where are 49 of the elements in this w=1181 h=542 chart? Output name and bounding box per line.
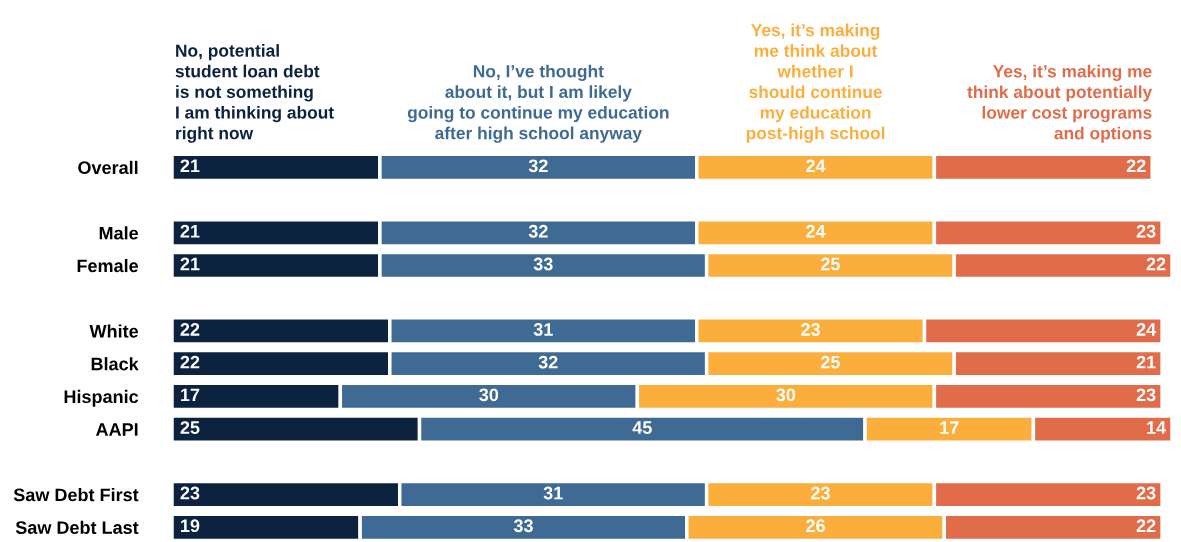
data-label: 23 xyxy=(1136,486,1156,500)
data-label: 22 xyxy=(1126,159,1146,173)
data-label: 30 xyxy=(776,388,796,402)
data-label: 17 xyxy=(181,388,200,402)
y-tick-label: Hispanic xyxy=(64,389,139,407)
data-label: 25 xyxy=(180,421,200,434)
data-label: 23 xyxy=(1136,388,1156,402)
data-label: 24 xyxy=(806,224,826,238)
data-label: 33 xyxy=(533,257,553,271)
series-label: Yes, it’s making me think about whether I should continue my education post-high school xyxy=(746,23,885,143)
data-label: 23 xyxy=(811,486,830,500)
data-label: 32 xyxy=(528,224,548,238)
data-label: 32 xyxy=(528,159,548,173)
y-tick-label: Female xyxy=(77,258,139,273)
y-tick-label: Overall xyxy=(78,160,138,175)
data-label: 21 xyxy=(180,257,200,271)
data-label: 19 xyxy=(181,519,200,533)
data-label: 17 xyxy=(940,421,959,434)
data-label: 24 xyxy=(806,159,826,173)
data-label: 23 xyxy=(180,486,200,500)
data-label: 22 xyxy=(180,355,200,369)
data-label: 22 xyxy=(1146,257,1166,271)
data-label: 24 xyxy=(1136,323,1157,336)
y-tick-label: Saw Debt Last xyxy=(15,520,139,534)
y-tick-label: Black xyxy=(91,357,139,371)
data-label: 21 xyxy=(1136,355,1156,369)
data-label: 31 xyxy=(543,486,563,500)
series-label: No, potential student loan debt is not something I am thinking about right now xyxy=(175,44,334,143)
y-tick-label: White xyxy=(89,324,139,338)
data-label: 30 xyxy=(479,388,499,402)
y-tick-label: Saw Debt First xyxy=(13,488,139,502)
data-label: 22 xyxy=(1136,519,1156,532)
series-label: No, I’ve thought about it, but I am likely going to continue my education after high school anyway xyxy=(407,64,669,143)
data-label: 45 xyxy=(632,421,652,434)
data-label: 25 xyxy=(821,355,840,369)
data-label: 31 xyxy=(533,323,553,336)
data-label: 23 xyxy=(1136,224,1156,238)
data-label: 23 xyxy=(801,323,820,336)
data-label: 21 xyxy=(180,159,200,173)
data-label: 26 xyxy=(806,519,825,533)
data-label: 25 xyxy=(821,257,840,271)
data-label: 21 xyxy=(180,224,200,238)
data-label: 14 xyxy=(1147,421,1166,434)
y-tick-label: Male xyxy=(99,226,139,240)
data-label: 33 xyxy=(513,519,533,533)
series-label: Yes, it’s making me think about potentially lower cost programs and options xyxy=(967,64,1153,143)
data-label: 22 xyxy=(180,323,200,336)
y-tick-label: AAPI xyxy=(95,423,138,436)
data-label: 32 xyxy=(538,355,558,369)
